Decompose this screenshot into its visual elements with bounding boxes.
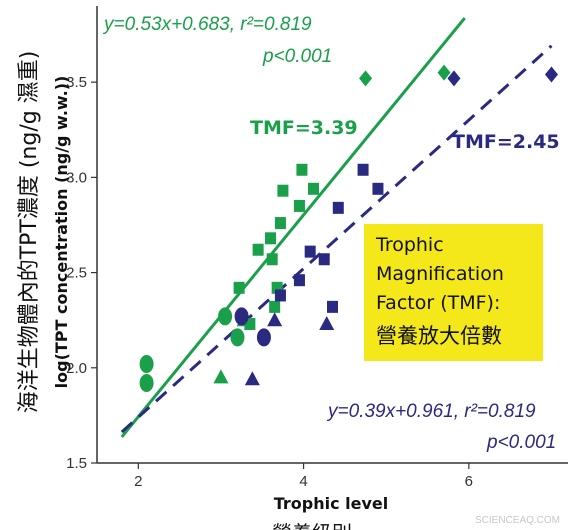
y-tick-label: 1.5 [66, 455, 87, 472]
regression-line-green [120, 17, 466, 438]
green-equation: y=0.53x+0.683, r²=0.819 [102, 14, 312, 35]
navy-circle-point [256, 328, 271, 347]
navy-square-point [293, 274, 305, 287]
navy-triangle-point [319, 315, 335, 330]
callout-title-line-2: Magnification [376, 263, 504, 285]
green-triangle-point [213, 369, 229, 384]
green-circle-point [139, 374, 154, 393]
y-tick-label: 3.0 [66, 169, 87, 186]
green-square-point [233, 281, 245, 294]
navy-square-point [304, 245, 316, 258]
callout-title-line-3: Factor (TMF): [376, 292, 500, 314]
y-axis-title: log(TPT concentration (ng/g w.w.)) [52, 76, 71, 389]
navy-p-value: p<0.001 [486, 432, 556, 453]
green-circle-point [230, 328, 245, 347]
y-axis-title-chinese: 海洋生物體內的TPT濃度 (ng/g 濕重) [17, 51, 42, 414]
navy-equation: y=0.39x+0.961, r²=0.819 [326, 401, 536, 422]
green-tmf-label: TMF=3.39 [250, 117, 358, 139]
green-square-point [293, 199, 305, 212]
green-square-point [252, 243, 264, 256]
y-tick-label: 3.5 [66, 74, 87, 91]
callout-subtitle: 營養放大倍數 [376, 324, 502, 348]
x-axis-title: Trophic level [274, 494, 389, 513]
y-tick-label: 2.0 [66, 360, 87, 377]
navy-square-point [332, 201, 344, 214]
green-circle-point [139, 354, 154, 373]
footer-caption: 營養級別 [272, 521, 352, 530]
green-square-point [277, 184, 289, 197]
callout-title-line-1: Trophic [375, 234, 444, 256]
navy-triangle-point [244, 371, 260, 386]
green-square-point [271, 281, 283, 294]
green-square-point [307, 182, 319, 195]
tick-group: 2 4 6 1.5 2.0 2.5 3.0 3.5 [66, 74, 473, 490]
green-square-point [296, 163, 308, 176]
green-p-value: p<0.001 [262, 46, 332, 67]
navy-triangle-point [267, 312, 283, 327]
callout-background [364, 224, 543, 361]
navy-square-point [357, 163, 369, 176]
regression-lines [120, 17, 553, 438]
green-circle-point [218, 307, 233, 326]
navy-diamond-point [544, 66, 558, 83]
navy-square-point [372, 182, 384, 195]
green-square-point [244, 317, 256, 330]
green-square-point [265, 232, 277, 245]
green-square-point [274, 217, 286, 230]
y-tick-label: 2.5 [66, 265, 87, 282]
navy-circle-point [234, 307, 249, 326]
navy-square-point [327, 300, 338, 313]
green-square-point [269, 300, 281, 313]
watermark: SCIENCEAQ.COM [475, 515, 560, 526]
callout-box: Trophic Magnification Factor (TMF): 營養放大… [364, 224, 543, 361]
green-square-point [266, 253, 278, 266]
regression-line-navy [120, 44, 553, 434]
x-tick-label: 2 [134, 473, 142, 490]
navy-diamond-point [447, 70, 461, 87]
x-tick-label: 6 [465, 473, 473, 490]
x-tick-label: 4 [299, 473, 307, 490]
green-diamond-point [437, 64, 451, 81]
navy-tmf-label: TMF=2.45 [452, 131, 560, 153]
green-diamond-point [359, 70, 373, 87]
data-points [139, 64, 558, 393]
navy-square-point [318, 253, 330, 266]
navy-square-point [274, 289, 286, 302]
